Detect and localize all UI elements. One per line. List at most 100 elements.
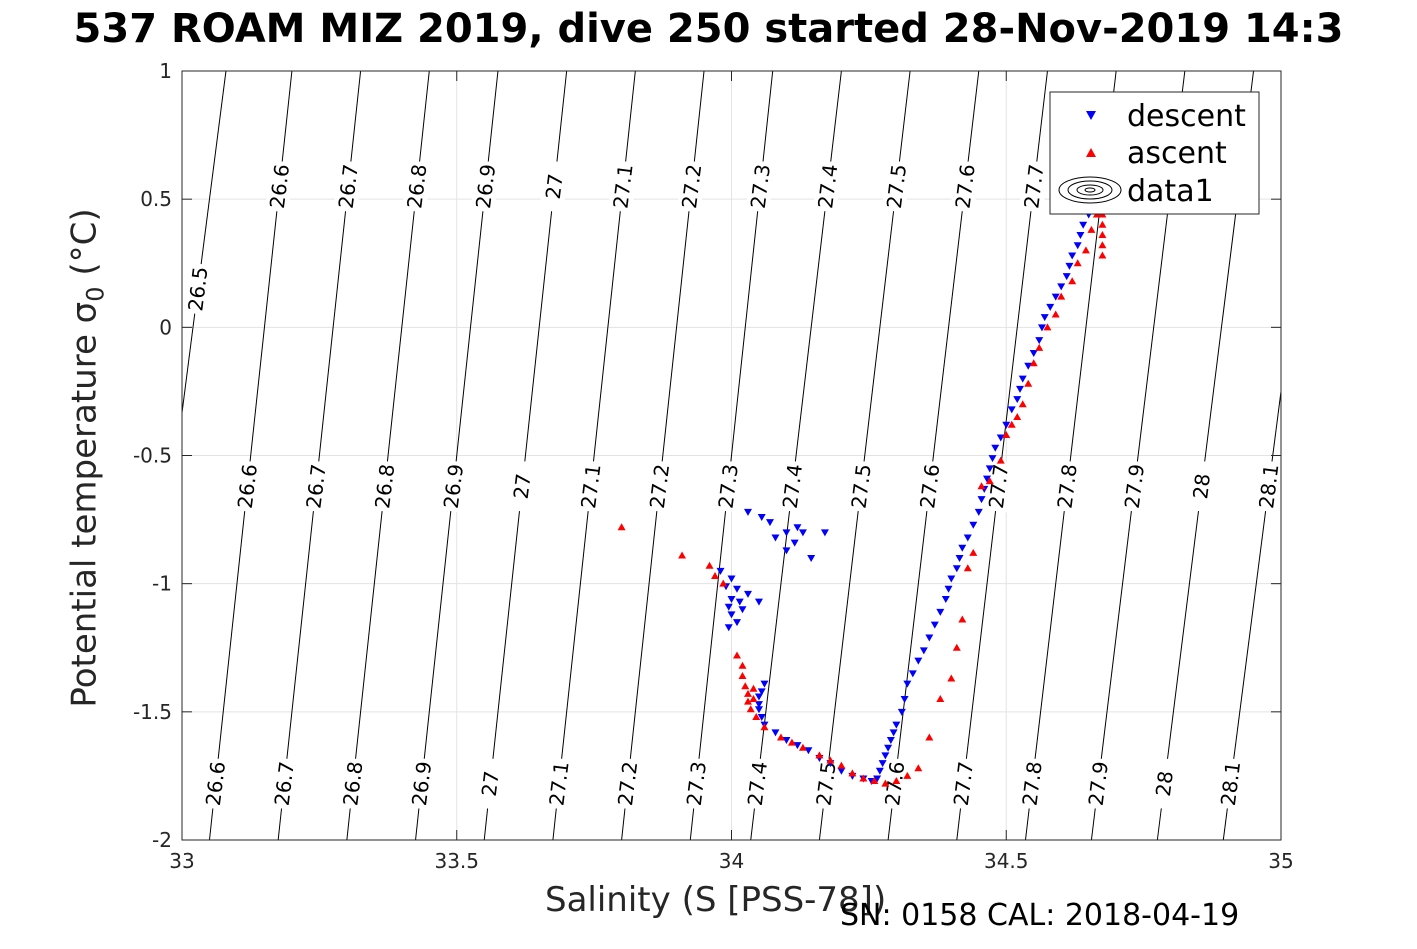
density-contour-label-text: 28 xyxy=(1188,472,1215,500)
ascent-point xyxy=(1057,292,1066,300)
density-contour-label-bg xyxy=(337,757,368,810)
density-contour-label-text: 26.5 xyxy=(183,265,212,312)
density-contour-label-text: 27.1 xyxy=(576,463,605,510)
ascent-point xyxy=(732,651,741,659)
descent-point xyxy=(889,729,898,737)
density-contour-label: 26.8 xyxy=(401,160,432,213)
density-contour-label: 27.3 xyxy=(713,459,744,513)
descent-point xyxy=(985,465,994,473)
ascent-point xyxy=(743,697,752,705)
descent-point xyxy=(919,647,928,655)
descent-point xyxy=(944,585,953,593)
descent-point xyxy=(1051,293,1060,301)
descent-point xyxy=(886,737,895,745)
density-contour-label-text: 27.4 xyxy=(743,760,772,807)
density-contour-label: 26.6 xyxy=(232,459,263,513)
density-contour-labels: 26.6 26.7 26.8 26.9 27 27.1 27.2 27.3 27.4 27.5 27… xyxy=(182,160,1284,810)
density-contour-label-bg xyxy=(301,459,332,513)
descent-point xyxy=(1002,421,1011,429)
ascent-point xyxy=(1098,251,1107,259)
ascent-point xyxy=(1051,310,1060,318)
density-contour-label-text: 26.6 xyxy=(265,163,294,210)
density-contour-label-text: 27.6 xyxy=(951,163,980,210)
descent-point xyxy=(1015,385,1024,393)
ascent-point xyxy=(859,774,868,782)
ascent-point xyxy=(1087,225,1096,233)
density-contour-label: 26.6 xyxy=(200,757,231,810)
density-contour-label-bg xyxy=(264,160,295,213)
descent-point xyxy=(952,565,961,573)
y-axis-label-subscript: 0 xyxy=(81,286,110,302)
x-tick-label: 35 xyxy=(1268,849,1293,873)
descent-point xyxy=(991,444,1000,452)
density-contour-label-bg xyxy=(269,757,300,810)
density-contour-label-text: 26.7 xyxy=(334,163,363,210)
density-contour-label-bg xyxy=(745,160,776,213)
density-contour-label-bg xyxy=(475,757,506,810)
descent-point xyxy=(724,603,733,611)
legend-descent-marker xyxy=(1086,111,1096,120)
density-contour-label: 27.1 xyxy=(575,459,606,513)
density-contour-label-bg xyxy=(644,459,675,513)
descent-point xyxy=(782,737,791,745)
ascent-point xyxy=(719,579,728,587)
descent-point xyxy=(1062,273,1071,281)
descent-point xyxy=(947,575,956,583)
density-contour-label: 27.4 xyxy=(742,757,773,810)
descent-point xyxy=(798,529,807,537)
y-axis-label-text: Potential temperature xyxy=(64,323,105,708)
descent-point xyxy=(983,475,992,483)
ascent-point xyxy=(1007,420,1016,428)
ascent-point xyxy=(1035,343,1044,351)
density-contour-label: 27.2 xyxy=(612,757,643,810)
density-contour-label-bg xyxy=(846,459,877,513)
density-contour-label-text: 27.3 xyxy=(682,760,711,807)
ascent-point xyxy=(963,564,972,572)
y-tick-label: 1 xyxy=(159,59,172,83)
descent-point xyxy=(892,721,901,729)
y-tick-label: -1 xyxy=(152,572,172,596)
density-contour-label-bg xyxy=(232,459,263,513)
ascent-point xyxy=(985,477,994,485)
descent-point xyxy=(914,657,923,665)
density-contour-label: 27 xyxy=(539,160,570,213)
ascent-point xyxy=(925,733,934,741)
sensor-calibration-note: SN: 0158 CAL: 2018-04-19 xyxy=(840,898,1240,933)
ascent-point xyxy=(826,756,835,764)
legend-ascent-marker xyxy=(1086,148,1096,157)
descent-point xyxy=(936,608,945,616)
descent-point xyxy=(1024,362,1033,370)
descent-point xyxy=(955,555,964,563)
descent-point xyxy=(930,621,939,629)
descent-point xyxy=(1076,232,1085,240)
density-contour-label: 27.5 xyxy=(881,160,912,213)
density-contour-label: 28 xyxy=(1186,459,1217,513)
density-contour-label-bg xyxy=(1149,757,1180,810)
ascent-point xyxy=(617,523,626,531)
ascent-point xyxy=(1029,359,1038,367)
descent-point xyxy=(875,767,884,775)
density-contour-label-text: 27 xyxy=(541,172,568,200)
density-contour-label-text: 26.6 xyxy=(233,463,262,510)
density-contour-label: 27.6 xyxy=(950,160,981,213)
density-contour-label-bg xyxy=(811,757,842,810)
descent-point xyxy=(732,585,741,593)
density-contour-label: 26.5 xyxy=(182,262,213,316)
ascent-point xyxy=(760,723,769,731)
density-contour-label-text: 28.1 xyxy=(1254,463,1283,510)
descent-point xyxy=(760,680,769,688)
descent-point xyxy=(727,575,736,583)
density-contour-label: 28.1 xyxy=(1215,757,1246,810)
density-contour-label-bg xyxy=(543,757,574,810)
descent-point xyxy=(735,598,744,606)
density-contour-label: 27.7 xyxy=(948,757,979,810)
density-contour-label-bg xyxy=(1186,459,1217,513)
density-contour-label-bg xyxy=(742,757,773,810)
descent-point xyxy=(727,596,736,604)
density-contour-label-text: 27.3 xyxy=(746,163,775,210)
descent-point xyxy=(820,529,829,537)
density-contour-label-bg xyxy=(881,160,912,213)
density-contour-label-bg xyxy=(401,160,432,213)
